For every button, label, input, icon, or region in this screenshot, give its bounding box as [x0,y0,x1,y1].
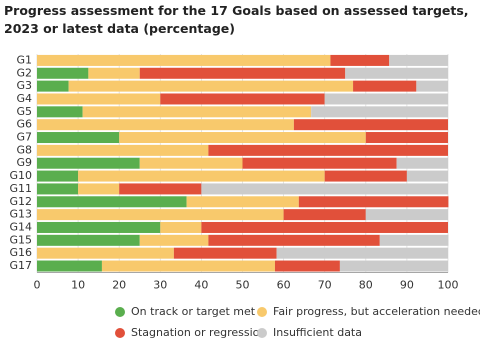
bar-segment [389,54,448,66]
legend-marker [257,328,267,338]
y-tick-label: G11 [9,182,32,195]
bar-segment [37,132,120,144]
x-tick-label: 40 [194,278,208,291]
bar-segment [186,196,299,208]
bar-segment [379,234,449,246]
bar-segment [37,234,140,246]
bar-segment [88,67,140,79]
y-tick-label: G15 [9,233,32,246]
bar-segment [37,119,294,131]
bar-segment [82,106,312,118]
x-tick-label: 0 [34,278,41,291]
bar-segment [365,132,448,144]
y-tick-label: G2 [16,66,32,79]
bar-segment [293,119,448,131]
bar-segment [37,157,140,169]
bar-segment [119,132,366,144]
x-tick-label: 20 [112,278,126,291]
bar-segment [37,260,102,272]
bar-segment [78,183,120,195]
y-tick-label: G17 [9,259,32,272]
x-tick-label: 50 [236,278,250,291]
x-tick-label: 60 [277,278,291,291]
bar-segment [330,54,390,66]
bar-segment [139,234,209,246]
bar-segment [37,54,331,66]
bar-segment [339,260,448,272]
y-tick-label: G3 [16,79,32,92]
bar-segment [324,170,407,182]
bar-segment [406,170,448,182]
bar-segment [274,260,340,272]
legend-marker [257,307,267,317]
bar-segment [37,221,161,233]
bar-segment [37,196,187,208]
y-tick-label: G9 [16,156,32,169]
x-tick-label: 100 [438,278,459,291]
x-tick-label: 10 [71,278,85,291]
bar-segment [37,80,69,92]
bar-segment [160,221,202,233]
y-tick-label: G1 [16,53,32,66]
bar-segment [365,209,448,221]
bar-segment [139,67,346,79]
bar-segment [37,67,89,79]
bar-segment [242,157,397,169]
bar-segment [37,183,79,195]
bar-segment [208,234,380,246]
bar-segment [298,196,449,208]
bar-segment [37,170,79,182]
y-tick-label: G13 [9,208,32,221]
y-tick-label: G16 [9,246,32,259]
x-tick-label: 70 [318,278,332,291]
y-tick-label: G14 [9,220,32,233]
bar-segment [68,80,354,92]
y-tick-label: G5 [16,105,32,118]
y-tick-label: G10 [9,169,32,182]
legend-marker [115,328,125,338]
bar-segment [276,247,448,259]
bar-segment [201,183,448,195]
legend-label: Fair progress, but acceleration needed [273,305,480,318]
bar-segment [119,183,202,195]
bar-segment [37,247,174,259]
bar-segment [345,67,448,79]
bar-segment [78,170,325,182]
legend-marker [115,307,125,317]
bar-segment [101,260,275,272]
bar-segment [201,221,448,233]
y-tick-label: G4 [16,92,32,105]
bar-segment [160,93,325,105]
chart-title: Progress assessment for the 17 Goals bas… [4,3,469,36]
bar-segment [353,80,417,92]
bar-segment [37,93,161,105]
y-tick-label: G6 [16,118,32,131]
x-tick-label: 90 [400,278,414,291]
bar-segment [37,209,284,221]
bar-segment [139,157,243,169]
bar-segment [37,106,83,118]
bar-segment [173,247,277,259]
bar-segment [37,144,209,156]
legend-label: Stagnation or regression [131,326,266,339]
y-tick-label: G7 [16,131,32,144]
bar-segment [311,106,448,118]
bar-segment [396,157,448,169]
bar-segment [324,93,448,105]
bar-segment [283,209,366,221]
legend-label: Insufficient data [273,326,362,339]
x-tick-label: 80 [359,278,373,291]
y-tick-label: G8 [16,143,32,156]
bar-segment [416,80,448,92]
x-tick-label: 30 [153,278,167,291]
bar-segment [208,144,448,156]
legend-label: On track or target met [131,305,256,318]
y-tick-label: G12 [9,195,32,208]
